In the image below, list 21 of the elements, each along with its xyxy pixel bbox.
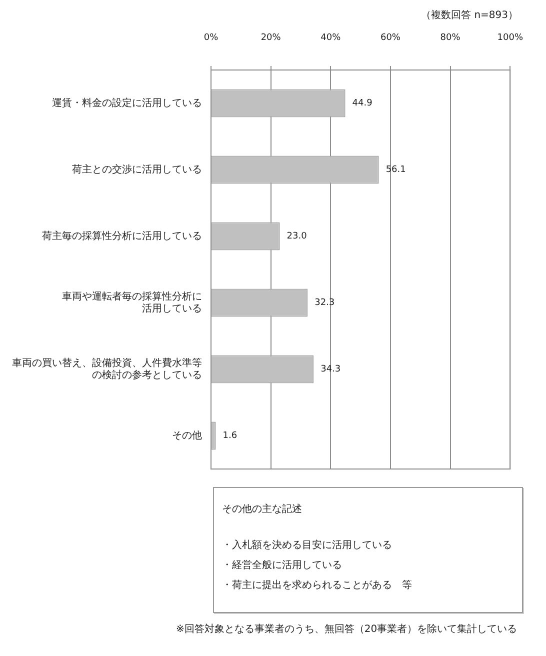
x-tick-label: 100% [497, 32, 524, 43]
y-tick-label: 車両の買い替え、設備投資、人件費水準等の検討の参考としている [12, 356, 202, 381]
y-tick-label: 車両や運転者毎の採算性分析に活用している [62, 290, 202, 314]
data-label: 23.0 [286, 232, 308, 242]
x-tick-label: 40% [320, 32, 342, 43]
x-tick-label: 60% [380, 32, 401, 43]
data-label: 56.1 [386, 165, 406, 176]
y-tick-label: 荷主毎の採算性分析に活用している [42, 230, 202, 242]
data-label: 44.9 [352, 98, 373, 109]
text: ※回答対象となる事業者のうち、無回答（20事業者）を除いて集計している [176, 622, 518, 636]
x-tick-label: 80% [440, 32, 461, 43]
y-tick-label: その他 [172, 429, 202, 442]
chart-subtitle: （複数回答 n=893） [421, 8, 518, 22]
data-label: 34.3 [320, 364, 341, 375]
x-tick-label: 0% [204, 32, 219, 43]
y-tick-label: 荷主との交渉に活用している [72, 163, 202, 176]
note-box: その他の主な記述 ・入札額を決める目安に活用している ・経営全般に活用している ・荷主に提出を求められることがある 等 [213, 487, 523, 613]
y-tick-label: 運賃・料金の設定に活用している [52, 96, 202, 109]
data-label: 1.6 [222, 431, 238, 442]
data-label: 32.3 [314, 298, 335, 308]
x-tick-label: 20% [260, 32, 282, 43]
